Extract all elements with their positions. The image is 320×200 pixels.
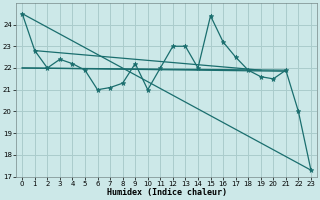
X-axis label: Humidex (Indice chaleur): Humidex (Indice chaleur) — [107, 188, 227, 197]
